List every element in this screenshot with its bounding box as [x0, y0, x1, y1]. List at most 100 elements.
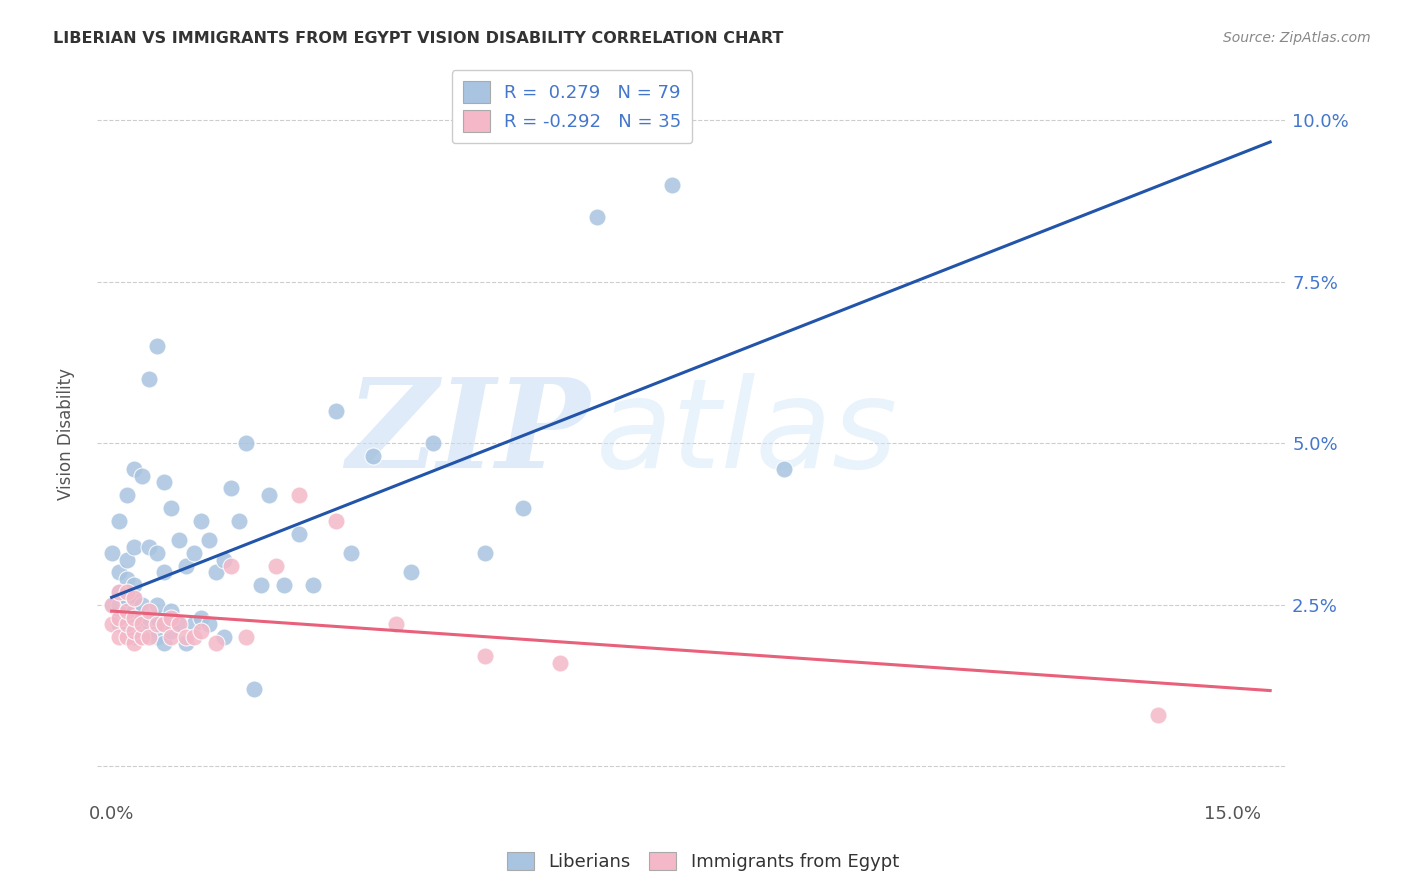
Point — [138, 630, 160, 644]
Point — [167, 617, 190, 632]
Point — [122, 617, 145, 632]
Point — [474, 649, 496, 664]
Point — [115, 630, 138, 644]
Y-axis label: Vision Disability: Vision Disability — [58, 368, 75, 500]
Point — [131, 630, 153, 644]
Point — [145, 617, 167, 632]
Point — [183, 617, 205, 632]
Point — [108, 604, 131, 618]
Point — [661, 178, 683, 192]
Point — [153, 566, 176, 580]
Point — [160, 630, 183, 644]
Point — [361, 449, 384, 463]
Point — [325, 514, 347, 528]
Point — [115, 604, 138, 618]
Point — [115, 617, 138, 632]
Point — [167, 533, 190, 548]
Point — [122, 624, 145, 638]
Point — [122, 630, 145, 644]
Point — [183, 630, 205, 644]
Text: Source: ZipAtlas.com: Source: ZipAtlas.com — [1223, 31, 1371, 45]
Point — [325, 404, 347, 418]
Point — [384, 617, 406, 632]
Point — [122, 636, 145, 650]
Point — [138, 624, 160, 638]
Point — [340, 546, 363, 560]
Point — [257, 488, 280, 502]
Point — [115, 552, 138, 566]
Point — [145, 630, 167, 644]
Legend: R =  0.279   N = 79, R = -0.292   N = 35: R = 0.279 N = 79, R = -0.292 N = 35 — [451, 70, 692, 144]
Point — [115, 604, 138, 618]
Point — [548, 656, 571, 670]
Point — [100, 617, 122, 632]
Point — [122, 610, 145, 624]
Point — [399, 566, 422, 580]
Point — [131, 610, 153, 624]
Point — [773, 462, 796, 476]
Point — [235, 436, 257, 450]
Point — [108, 566, 131, 580]
Text: LIBERIAN VS IMMIGRANTS FROM EGYPT VISION DISABILITY CORRELATION CHART: LIBERIAN VS IMMIGRANTS FROM EGYPT VISION… — [53, 31, 783, 46]
Point — [122, 591, 145, 606]
Point — [302, 578, 325, 592]
Point — [131, 624, 153, 638]
Point — [160, 500, 183, 515]
Point — [167, 617, 190, 632]
Point — [198, 617, 221, 632]
Point — [512, 500, 534, 515]
Point — [115, 598, 138, 612]
Point — [422, 436, 444, 450]
Point — [183, 546, 205, 560]
Point — [153, 636, 176, 650]
Point — [131, 630, 153, 644]
Point — [145, 546, 167, 560]
Point — [198, 533, 221, 548]
Point — [160, 624, 183, 638]
Point — [115, 488, 138, 502]
Point — [190, 624, 212, 638]
Legend: Liberians, Immigrants from Egypt: Liberians, Immigrants from Egypt — [501, 845, 905, 879]
Point — [100, 598, 122, 612]
Point — [160, 604, 183, 618]
Point — [153, 617, 176, 632]
Point — [205, 636, 228, 650]
Point — [122, 591, 145, 606]
Point — [138, 371, 160, 385]
Point — [115, 584, 138, 599]
Point — [205, 566, 228, 580]
Point — [145, 598, 167, 612]
Point — [474, 546, 496, 560]
Point — [115, 584, 138, 599]
Point — [1147, 707, 1170, 722]
Point — [176, 558, 198, 573]
Point — [219, 558, 242, 573]
Point — [160, 610, 183, 624]
Point — [122, 462, 145, 476]
Point — [287, 488, 309, 502]
Point — [108, 598, 131, 612]
Point — [586, 210, 609, 224]
Point — [122, 610, 145, 624]
Point — [138, 604, 160, 618]
Point — [115, 617, 138, 632]
Point — [176, 630, 198, 644]
Point — [138, 540, 160, 554]
Point — [153, 475, 176, 489]
Point — [212, 552, 235, 566]
Point — [212, 630, 235, 644]
Point — [273, 578, 295, 592]
Point — [122, 578, 145, 592]
Point — [235, 630, 257, 644]
Text: atlas: atlas — [596, 373, 898, 494]
Point — [108, 584, 131, 599]
Text: ZIP: ZIP — [346, 373, 591, 494]
Point — [108, 514, 131, 528]
Point — [190, 610, 212, 624]
Point — [115, 591, 138, 606]
Point — [122, 540, 145, 554]
Point — [131, 617, 153, 632]
Point — [131, 598, 153, 612]
Point — [153, 617, 176, 632]
Point — [131, 468, 153, 483]
